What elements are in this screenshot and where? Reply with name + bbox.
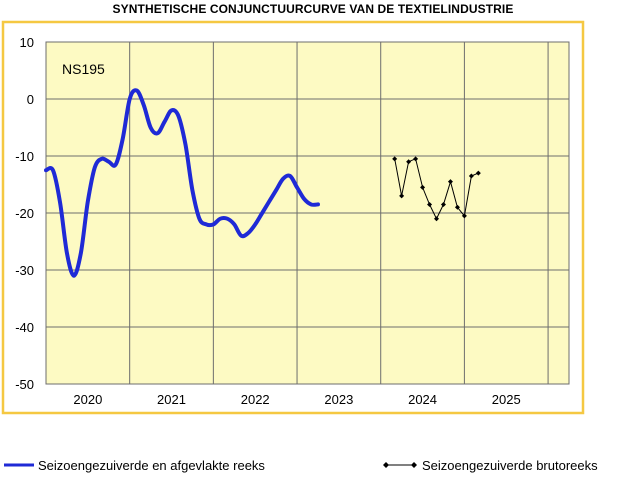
legend-label-raw: Seizoengezuiverde brutoreeks <box>422 458 598 473</box>
x-tick-label: 2025 <box>492 392 521 407</box>
series-raw-point <box>392 156 398 162</box>
chart-title: SYNTHETISCHE CONJUNCTUURCURVE VAN DE TEX… <box>112 2 514 16</box>
legend-label-smoothed: Seizoengezuiverde en afgevlakte reeks <box>38 458 265 473</box>
y-tick-label: -20 <box>15 206 34 221</box>
series-raw-point <box>406 159 412 165</box>
series-raw-point <box>454 204 460 210</box>
y-tick-label: -30 <box>15 263 34 278</box>
legend-swatch-raw <box>383 462 417 468</box>
series <box>44 88 481 278</box>
x-tick-label: 2022 <box>241 392 270 407</box>
series-raw-point <box>468 173 474 179</box>
x-tick-label: 2023 <box>324 392 353 407</box>
series-raw-point <box>475 170 481 176</box>
y-tick-label: -10 <box>15 149 34 164</box>
series-raw-point <box>461 213 467 219</box>
series-raw-point <box>399 193 405 199</box>
series-raw-point <box>447 179 453 185</box>
series-raw-point <box>434 216 440 222</box>
series-smoothed-line <box>44 88 320 278</box>
series-raw-point <box>440 201 446 207</box>
x-tick-label: 2020 <box>73 392 102 407</box>
x-tick-label: 2024 <box>408 392 437 407</box>
series-raw-point <box>413 156 419 162</box>
x-tick-label: 2021 <box>157 392 186 407</box>
chart-frame <box>1 20 585 415</box>
series-raw-point <box>427 201 433 207</box>
y-axis-ticks: 10 0 -10 -20 -30 -40 -50 <box>15 35 34 392</box>
y-tick-label: -40 <box>15 320 34 335</box>
panel-label: NS195 <box>62 61 105 77</box>
y-tick-label: -50 <box>15 377 34 392</box>
y-tick-label: 10 <box>20 35 34 50</box>
y-tick-label: 0 <box>27 92 34 107</box>
x-axis-ticks: 2020 2021 2022 2023 2024 2025 <box>73 392 520 407</box>
series-raw-point <box>420 184 426 190</box>
